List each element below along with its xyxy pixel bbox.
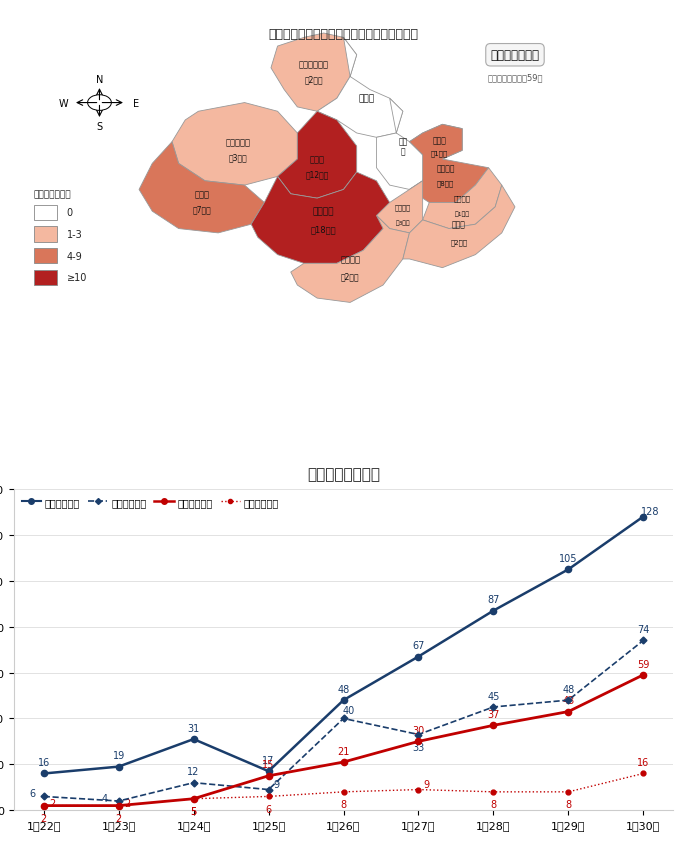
Text: 45: 45 bbox=[487, 691, 499, 701]
Text: 21: 21 bbox=[337, 746, 350, 755]
Text: 74: 74 bbox=[637, 625, 649, 635]
Polygon shape bbox=[409, 125, 488, 203]
Text: ≥10: ≥10 bbox=[67, 273, 87, 283]
Text: W: W bbox=[58, 99, 68, 108]
Text: 鹤岗市: 鹤岗市 bbox=[432, 136, 446, 145]
Polygon shape bbox=[271, 34, 357, 112]
Polygon shape bbox=[278, 112, 357, 199]
Text: 七台河市: 七台河市 bbox=[395, 204, 411, 211]
Polygon shape bbox=[317, 38, 403, 138]
Text: （1例）: （1例） bbox=[455, 211, 470, 217]
Text: 9: 9 bbox=[424, 779, 430, 789]
Text: （7例）: （7例） bbox=[192, 205, 211, 214]
Text: 19: 19 bbox=[113, 750, 125, 760]
Text: 5: 5 bbox=[190, 806, 196, 816]
Bar bbox=[34, 205, 56, 220]
Text: 48: 48 bbox=[562, 684, 574, 694]
Text: 2: 2 bbox=[124, 798, 130, 808]
Polygon shape bbox=[409, 125, 462, 160]
Text: 30: 30 bbox=[412, 725, 425, 735]
Text: 5: 5 bbox=[190, 806, 196, 816]
Text: （18）例: （18）例 bbox=[311, 225, 337, 234]
Bar bbox=[34, 271, 56, 286]
Text: （2例）: （2例） bbox=[341, 273, 359, 282]
Text: 15: 15 bbox=[262, 760, 275, 770]
Text: 佳木斯市: 佳木斯市 bbox=[436, 164, 455, 173]
Text: （1例）: （1例） bbox=[431, 150, 448, 157]
Text: 8: 8 bbox=[565, 799, 572, 809]
Text: 43: 43 bbox=[562, 695, 574, 706]
Text: 31: 31 bbox=[188, 723, 200, 733]
Text: 鸡西市: 鸡西市 bbox=[452, 220, 466, 230]
Text: E: E bbox=[133, 99, 139, 108]
Text: 1-3: 1-3 bbox=[67, 230, 82, 240]
Text: N: N bbox=[95, 74, 103, 84]
Text: （3例）: （3例） bbox=[396, 220, 410, 225]
Polygon shape bbox=[376, 181, 423, 234]
Text: 59: 59 bbox=[637, 659, 649, 668]
Bar bbox=[34, 249, 56, 264]
Bar bbox=[34, 227, 56, 242]
Text: 齐齐哈尔市: 齐齐哈尔市 bbox=[225, 138, 251, 147]
Text: 8: 8 bbox=[341, 799, 346, 809]
Text: 黑河市: 黑河市 bbox=[359, 95, 374, 104]
Text: （3例）: （3例） bbox=[229, 154, 247, 162]
Text: 16: 16 bbox=[38, 757, 50, 767]
Text: 48: 48 bbox=[337, 684, 350, 694]
Text: 哈尔滨市: 哈尔滨市 bbox=[313, 208, 335, 216]
Text: 17: 17 bbox=[262, 755, 275, 765]
Polygon shape bbox=[251, 173, 390, 264]
Text: 8: 8 bbox=[491, 799, 497, 809]
Text: 40: 40 bbox=[343, 705, 355, 715]
Text: 37: 37 bbox=[487, 709, 499, 719]
Polygon shape bbox=[172, 104, 297, 186]
Legend: 累积疑似病例, 新增疑似病例, 累积确诊病例, 新增确诊病例: 累积疑似病例, 新增疑似病例, 累积确诊病例, 新增确诊病例 bbox=[19, 495, 282, 510]
Text: 33: 33 bbox=[412, 742, 425, 752]
Polygon shape bbox=[403, 186, 515, 268]
Text: 16: 16 bbox=[637, 757, 649, 767]
Text: 105: 105 bbox=[559, 554, 578, 563]
Text: 4: 4 bbox=[102, 793, 108, 803]
Text: S: S bbox=[96, 122, 102, 133]
Title: 确诊和疑似趋势图: 确诊和疑似趋势图 bbox=[307, 467, 380, 481]
Text: 0: 0 bbox=[67, 208, 73, 218]
Text: 双鸭山市: 双鸭山市 bbox=[453, 196, 471, 203]
Text: 2: 2 bbox=[115, 813, 122, 823]
Text: （8例）: （8例） bbox=[437, 181, 454, 187]
Text: 4-9: 4-9 bbox=[67, 252, 82, 262]
Text: 6: 6 bbox=[265, 803, 271, 814]
Text: 伊春
市: 伊春 市 bbox=[398, 137, 407, 156]
Polygon shape bbox=[139, 143, 264, 234]
Text: 128: 128 bbox=[641, 506, 660, 517]
Polygon shape bbox=[291, 216, 409, 303]
Text: 大兴安岭地区: 大兴安岭地区 bbox=[299, 60, 329, 69]
Text: 黑龙江省新型冠状病毒感染的肺炎疫情分析图: 黑龙江省新型冠状病毒感染的肺炎疫情分析图 bbox=[269, 28, 418, 41]
Text: 12: 12 bbox=[188, 766, 200, 776]
Text: 2: 2 bbox=[41, 813, 47, 823]
Polygon shape bbox=[376, 99, 429, 190]
Text: （2例）: （2例） bbox=[304, 75, 323, 84]
Polygon shape bbox=[423, 169, 502, 230]
Text: 确诊病例分布图: 确诊病例分布图 bbox=[491, 49, 539, 62]
Text: 6: 6 bbox=[30, 788, 36, 798]
Text: 87: 87 bbox=[487, 594, 499, 604]
Text: 累计确诊病例数: 累计确诊病例数 bbox=[34, 190, 71, 199]
Text: 全省累计确诊病例59例: 全省累计确诊病例59例 bbox=[487, 73, 543, 82]
Text: 9: 9 bbox=[274, 779, 280, 789]
Text: （2例）: （2例） bbox=[451, 239, 467, 246]
Text: （12例）: （12例） bbox=[306, 170, 329, 180]
Text: 绥化市: 绥化市 bbox=[310, 155, 325, 165]
Text: 牡丹江市: 牡丹江市 bbox=[340, 255, 360, 264]
Text: 2: 2 bbox=[49, 798, 55, 808]
Text: 67: 67 bbox=[412, 641, 425, 651]
Text: 大庆市: 大庆市 bbox=[194, 190, 210, 199]
